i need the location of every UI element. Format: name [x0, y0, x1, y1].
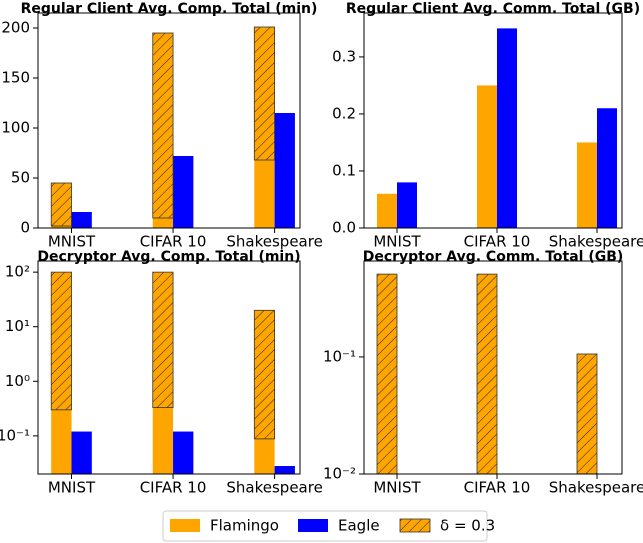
bar: [376, 273, 398, 475]
chart-title: Decryptor Avg. Comm. Total (GB): [363, 249, 624, 265]
x-tick-label: MNIST: [48, 479, 96, 497]
bar: [477, 85, 497, 228]
x-tick-label: Shakespeare: [549, 479, 643, 497]
bar: [576, 353, 598, 475]
bar: [71, 431, 92, 474]
x-tick-label: Shakespeare: [226, 233, 322, 251]
y-tick-label: 50: [11, 169, 30, 187]
x-tick-label: CIFAR 10: [464, 233, 531, 251]
bar: [497, 28, 517, 229]
legend-swatch: [170, 519, 200, 532]
x-tick-label: CIFAR 10: [140, 479, 207, 497]
bar: [152, 407, 174, 474]
chart-title: Decryptor Avg. Comp. Total (min): [37, 249, 300, 265]
y-tick-label: 10⁻²: [323, 465, 356, 483]
legend-swatch: [298, 519, 328, 532]
y-tick-label: 0.2: [332, 104, 356, 122]
x-tick-label: Shakespeare: [549, 233, 643, 251]
bar: [397, 182, 417, 228]
bar: [254, 438, 275, 474]
y-tick-label: 150: [1, 69, 30, 87]
y-tick-label: 0.0: [332, 219, 356, 237]
bar: [152, 218, 174, 228]
x-tick-label: CIFAR 10: [464, 479, 531, 497]
bar: [51, 226, 72, 228]
y-tick-label: 10¹: [5, 317, 30, 335]
y-tick-label: 200: [1, 19, 30, 37]
legend-label: Eagle: [338, 517, 380, 535]
x-tick-label: MNIST: [48, 233, 96, 251]
bar: [173, 431, 194, 474]
bar: [377, 193, 397, 228]
plot-frame: [37, 260, 301, 475]
chart-title: Regular Client Avg. Comp. Total (min): [21, 1, 318, 17]
legend-label: δ = 0.3: [440, 517, 495, 535]
bar: [173, 156, 194, 228]
bar: [476, 273, 498, 475]
bar: [254, 160, 275, 228]
bar: [253, 309, 276, 440]
bar: [152, 271, 174, 408]
bar: [152, 32, 174, 219]
x-tick-label: MNIST: [373, 479, 421, 497]
legend-label: Flamingo: [210, 517, 279, 535]
x-tick-label: Shakespeare: [226, 479, 322, 497]
bar: [71, 212, 92, 228]
bar: [577, 142, 597, 228]
x-tick-label: MNIST: [373, 233, 421, 251]
bar: [50, 271, 72, 411]
y-tick-label: 10²: [5, 263, 30, 281]
x-tick-label: CIFAR 10: [140, 233, 207, 251]
bar: [50, 182, 72, 227]
y-tick-label: 100: [1, 119, 30, 137]
y-tick-label: 10⁻¹: [323, 347, 356, 365]
bar: [274, 466, 295, 474]
bar: [274, 113, 295, 228]
plot-frame: [363, 12, 623, 229]
bar: [51, 409, 72, 474]
plot-frame: [37, 12, 301, 229]
y-tick-label: 0.1: [332, 161, 356, 179]
y-tick-label: 0: [20, 219, 30, 237]
legend-swatch: [399, 518, 431, 533]
y-tick-label: 10⁻¹: [0, 426, 30, 444]
y-tick-label: 0.3: [332, 47, 356, 65]
plot-frame: [363, 260, 623, 475]
bar: [253, 26, 276, 161]
chart-title: Regular Client Avg. Comm. Total (GB): [346, 1, 640, 17]
bar: [597, 108, 617, 228]
y-tick-label: 10⁰: [5, 372, 30, 390]
